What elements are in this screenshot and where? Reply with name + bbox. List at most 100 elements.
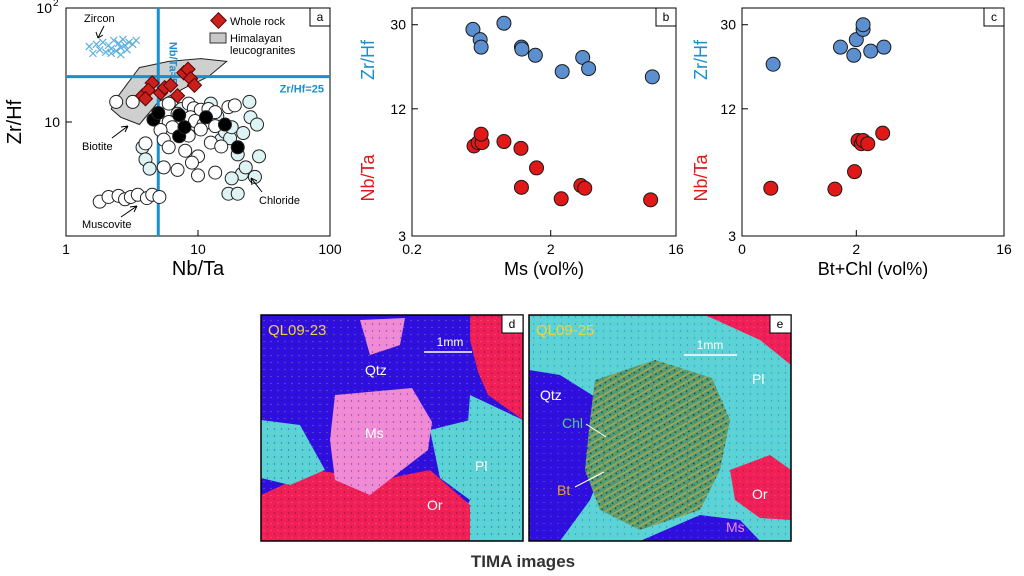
muscovite-point <box>156 160 171 175</box>
panel-c-nb-ta-point <box>827 181 843 197</box>
panel-b-nb-ta-point <box>513 140 529 156</box>
panel-c-zr-hf-point <box>863 43 879 59</box>
panel-a-ytick-label: 10 <box>44 114 60 130</box>
mineral-label-pl-d: Pl <box>475 458 487 474</box>
panel-c-zr-hf-point <box>855 17 871 33</box>
panel-c-zr-hf-point <box>832 39 848 55</box>
panel-c-ytick-label: 3 <box>728 228 736 244</box>
muscovite-point <box>208 165 223 180</box>
texture-e <box>529 315 791 541</box>
panel-c-label: c <box>991 10 997 24</box>
chloride-arrow <box>250 177 263 193</box>
tima-map-d <box>261 315 523 541</box>
zircon-point <box>107 49 116 58</box>
panel-b-zr-hf-point <box>554 64 570 80</box>
zircon-point <box>112 47 121 55</box>
panel-b-ylabel-zrhf: Zr/Hf <box>358 39 378 80</box>
panel-b-frame <box>411 7 677 237</box>
figure-caption: TIMA images <box>471 552 575 571</box>
panel-b-zr-hf-point <box>465 21 481 37</box>
texture-d <box>261 315 523 541</box>
panel-b-nb-ta-point <box>513 179 529 195</box>
muscovite-point <box>170 162 185 177</box>
panel-c-xtick-label: 2 <box>852 241 860 257</box>
legend-whole-rock-label: Whole rock <box>230 16 286 28</box>
mineral-label-qtz-e: Qtz <box>540 387 562 403</box>
mineral-label-chl-e: Chl <box>562 415 583 431</box>
mineral-label-or-d: Or <box>427 497 443 513</box>
panel-b-zr-hf-point <box>473 39 489 55</box>
panel-c-zr-hf-point <box>846 47 862 63</box>
zircon-point <box>119 35 127 44</box>
chloride-point <box>224 171 239 186</box>
panel-c-nb-ta-point <box>763 180 779 196</box>
panel-b-zr-hf-point <box>644 69 660 85</box>
panel-a-ytick-sup: 2 <box>53 0 59 9</box>
panel-e-label: e <box>777 317 784 331</box>
panel-c-xlabel: Bt+Chl (vol%) <box>818 259 929 279</box>
chloride-point <box>142 161 157 176</box>
panel-d-label: d <box>509 317 516 331</box>
panel-a-ytick-label: 10 <box>36 0 52 16</box>
zr-hf-25-label: Zr/Hf=25 <box>280 84 324 96</box>
panel-c-ytick-label: 30 <box>720 17 736 33</box>
chloride-point <box>230 186 245 201</box>
panel-b-ytick-label: 3 <box>398 228 406 244</box>
panel-c-zr-hf-point <box>876 39 892 55</box>
tima-map-e <box>529 315 791 541</box>
zircon-point <box>116 50 125 59</box>
biotite-label: Biotite <box>82 141 113 153</box>
mineral-label-bt-e: Bt <box>557 482 570 498</box>
zircon-label: Zircon <box>84 13 115 25</box>
panel-b-xtick-label: 0.2 <box>402 241 422 257</box>
panel-c-nb-ta-point <box>847 164 863 180</box>
panel-c-ylabel-zrhf: Zr/Hf <box>691 39 711 80</box>
chloride-point <box>252 149 267 164</box>
panel-a-xlabel: Nb/Ta <box>172 258 225 280</box>
chloride-point <box>236 126 251 141</box>
panel-b-nb-ta-point <box>553 191 569 207</box>
panel-c-zr-hf-point <box>765 56 781 72</box>
muscovite-point <box>193 122 208 137</box>
muscovite-point <box>178 143 193 158</box>
panel-c-ytick-label: 12 <box>720 101 736 117</box>
biotite-point <box>230 140 245 155</box>
panel-c-label-box <box>983 7 1005 27</box>
chloride-point <box>250 117 265 132</box>
biotite-point <box>172 108 187 123</box>
muscovite-point <box>227 98 242 113</box>
zircon-point <box>92 40 101 49</box>
nb-ta-5-label: Nb/Ta=5 <box>166 42 178 84</box>
muscovite-point <box>214 139 229 154</box>
panel-a-label: a <box>317 10 324 24</box>
zircon-point <box>89 49 97 58</box>
panel-a-xtick-label: 10 <box>190 241 206 257</box>
muscovite-point <box>191 168 205 183</box>
panel-a-xtick-label: 1 <box>62 241 70 257</box>
panel-b-xlabel: Ms (vol%) <box>504 259 584 279</box>
muscovite-point <box>184 155 199 170</box>
biotite-point <box>177 120 192 135</box>
panel-c-frame <box>741 7 1005 237</box>
panel-c-ylabel-nbta: Nb/Ta <box>691 154 711 202</box>
panel-b-zr-hf-point <box>496 15 512 31</box>
legend-whole-rock-marker <box>210 12 227 29</box>
muscovite-point <box>125 94 140 109</box>
panel-b-ylabel-nbta: Nb/Ta <box>358 154 378 202</box>
legend-leucogranite-label: Himalayan leucogranites <box>230 33 296 57</box>
sample-label-d: QL09-23 <box>268 322 326 339</box>
panel-c-xtick-label: 0 <box>738 241 746 257</box>
chloride-point <box>242 94 257 109</box>
zircon-point <box>125 38 133 47</box>
whole-rock-point <box>186 77 203 94</box>
biotite-point <box>217 117 232 132</box>
panel-c-chart: 0 2 16 3 12 30 c Bt+Chl (vol%) Zr/Hf Nb/Ta <box>691 7 1012 279</box>
panel-d-image: QL09-23 d 1mm Qtz Ms Pl Or <box>260 314 524 542</box>
scale-bar-label-e: 1mm <box>697 338 724 352</box>
chloride-label: Chloride <box>259 195 300 207</box>
panel-a-ylabel: Zr/Hf <box>4 99 26 144</box>
biotite-arrow <box>111 125 129 139</box>
biotite-point <box>151 105 166 120</box>
